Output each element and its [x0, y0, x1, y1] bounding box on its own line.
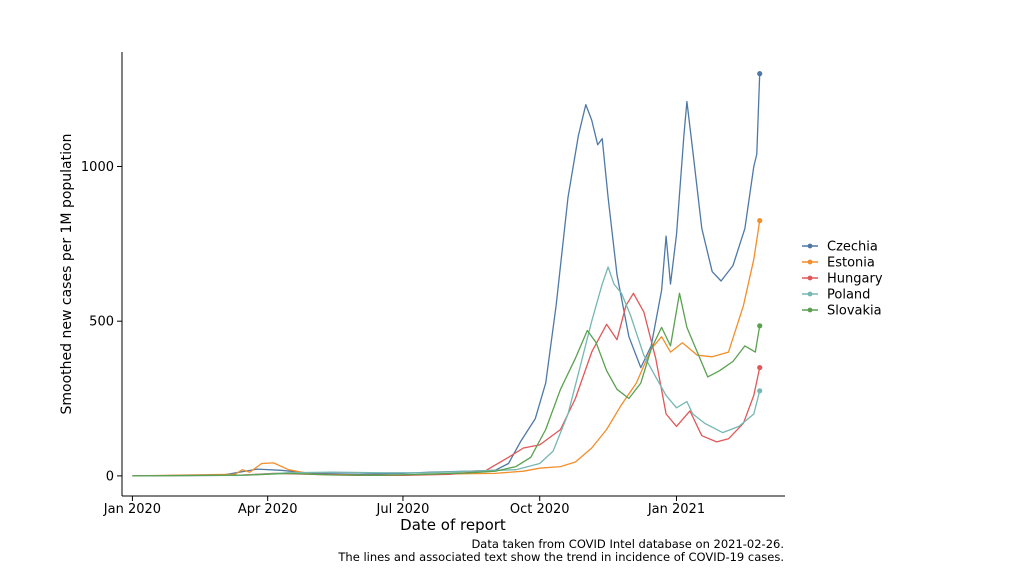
series-end-marker-czechia	[757, 71, 763, 77]
x-tick-label: Apr 2020	[238, 502, 298, 517]
axes	[121, 52, 785, 497]
series-line-slovakia	[132, 292, 761, 477]
x-tick-label: Jan 2020	[103, 502, 161, 517]
caption-line-2: The lines and associated text show the t…	[338, 550, 784, 564]
legend-label-czechia: Czechia	[827, 240, 878, 255]
y-tick-label: 1000	[81, 160, 114, 175]
legend-marker-slovakia	[807, 307, 813, 313]
series-line-estonia	[132, 220, 761, 477]
series-end-marker-poland	[757, 388, 763, 394]
legend-marker-poland	[807, 291, 813, 297]
series-layer	[132, 71, 763, 477]
legend-label-estonia: Estonia	[827, 256, 875, 271]
series-end-marker-slovakia	[757, 323, 763, 329]
y-tick-label: 500	[89, 315, 114, 330]
legend-marker-czechia	[807, 243, 813, 249]
series-line-poland	[132, 266, 761, 477]
series-line-czechia	[132, 73, 761, 477]
legend-label-poland: Poland	[827, 288, 870, 303]
y-ticks: 0 500 1000	[81, 160, 122, 484]
legend-label-hungary: Hungary	[827, 272, 883, 287]
legend-marker-estonia	[807, 259, 813, 265]
legend-marker-hungary	[807, 275, 813, 281]
series-end-marker-estonia	[757, 218, 763, 224]
x-tick-label: Jan 2021	[647, 502, 705, 517]
series-end-marker-hungary	[757, 364, 763, 371]
caption-line-1: Data taken from COVID Intel database on …	[471, 537, 784, 551]
x-tick-label: Oct 2020	[510, 502, 570, 517]
series-line-hungary	[132, 292, 761, 477]
x-tick-label: Jul 2020	[376, 502, 430, 517]
y-tick-label: 0	[106, 469, 114, 484]
x-ticks: Jan 2020 Apr 2020 Jul 2020 Oct 2020 Jan 2021	[103, 496, 705, 517]
y-axis-title: Smoothed new cases per 1M population	[59, 134, 75, 415]
legend-label-slovakia: Slovakia	[827, 304, 882, 319]
x-axis-title: Date of report	[400, 516, 506, 534]
